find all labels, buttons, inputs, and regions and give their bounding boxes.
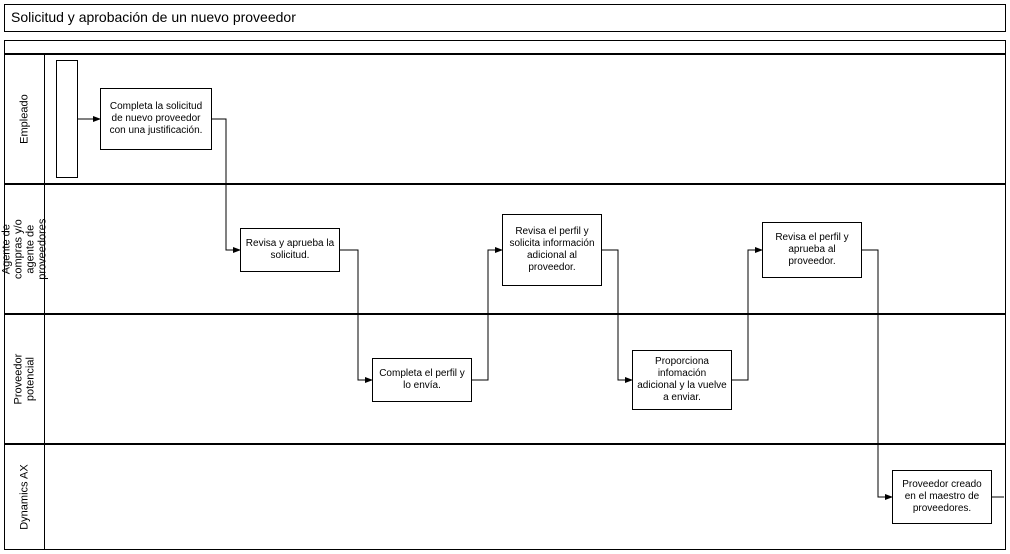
lane-proveedor: Proveedor potencial xyxy=(4,314,1006,444)
task-revisa-solicita-info: Revisa el perfil y solicita información … xyxy=(502,214,602,286)
lane-label-empleado: Empleado xyxy=(5,55,45,183)
task-revisa-aprueba-proveedor: Revisa el perfil y aprueba al proveedor. xyxy=(762,222,862,278)
start-marker xyxy=(56,60,78,178)
header-spacer xyxy=(4,40,1006,54)
title-text: Solicitud y aprobación de un nuevo prove… xyxy=(11,9,296,25)
diagram-title: Solicitud y aprobación de un nuevo prove… xyxy=(4,4,1006,32)
task-proporciona-info: Proporciona infomación adicional y la vu… xyxy=(632,350,732,410)
lane-label-agente: Agente de compras y/o agente de proveedo… xyxy=(5,185,45,313)
task-proveedor-creado: Proveedor creado en el maestro de provee… xyxy=(892,470,992,524)
swimlane-diagram: Solicitud y aprobación de un nuevo prove… xyxy=(0,0,1010,554)
task-completa-solicitud: Completa la solicitud de nuevo proveedor… xyxy=(100,88,212,150)
task-completa-perfil: Completa el perfil y lo envía. xyxy=(372,358,472,402)
lane-dynamics: Dynamics AX xyxy=(4,444,1006,550)
lane-label-proveedor: Proveedor potencial xyxy=(5,315,45,443)
lane-label-dynamics: Dynamics AX xyxy=(5,445,45,549)
task-revisa-aprueba-solicitud: Revisa y aprueba la solicitud. xyxy=(240,228,340,272)
